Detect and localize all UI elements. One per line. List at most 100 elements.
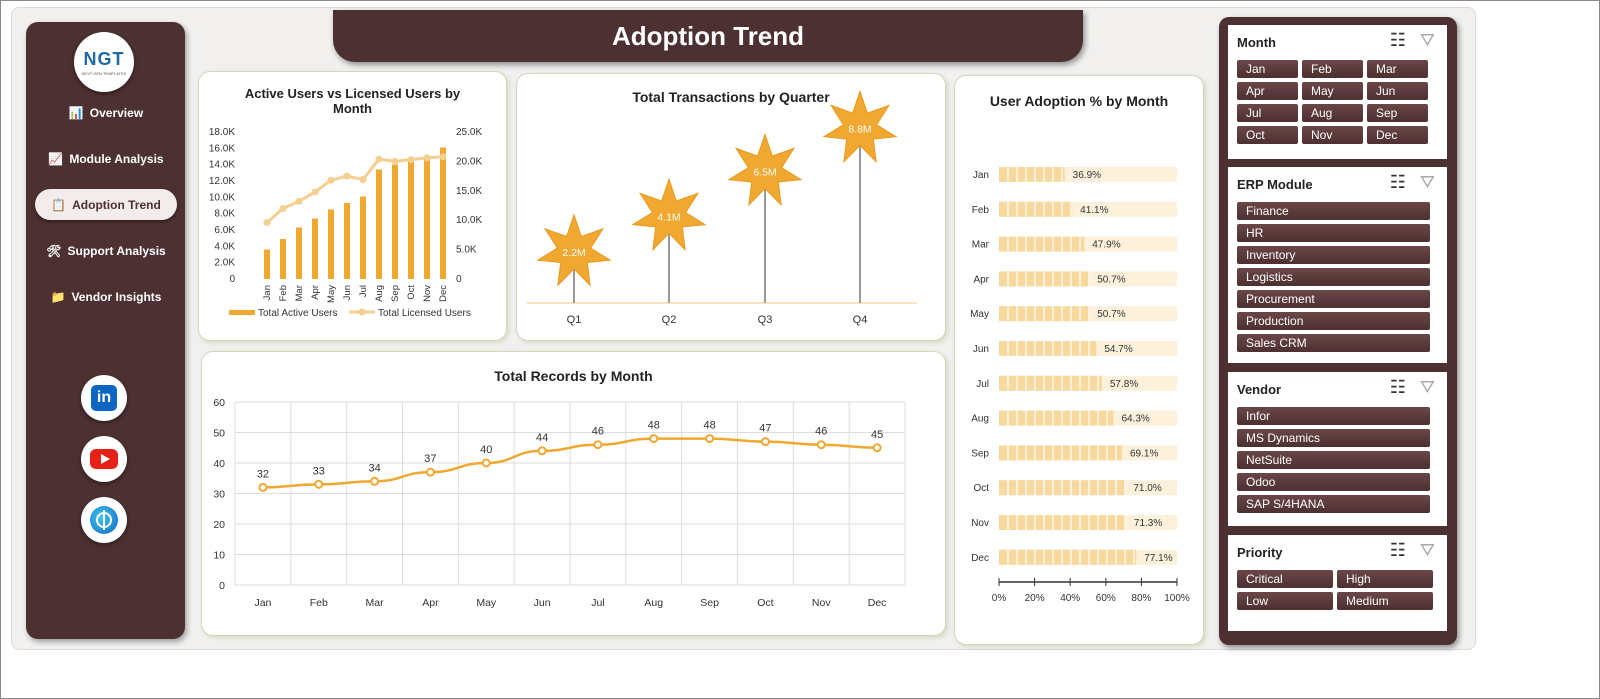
line-point (370, 476, 380, 486)
line-point (425, 467, 435, 477)
slicer-item[interactable]: Nov (1302, 126, 1363, 144)
slicer-item[interactable]: Dec (1367, 126, 1428, 144)
nav-support-analysis[interactable]: 🛠 Support Analysis (35, 235, 177, 266)
slicer-item[interactable]: Odoo (1237, 473, 1430, 491)
x-tick-label: May (326, 285, 337, 303)
slicer-item[interactable]: SAP S/4HANA (1237, 495, 1430, 513)
slicer-item[interactable]: Procurement (1237, 290, 1430, 308)
multi-select-icon[interactable]: ☷ (1389, 30, 1406, 50)
x-tick-label: Jul (591, 597, 604, 609)
linkedin-button[interactable]: in (81, 375, 127, 421)
slicer-item[interactable]: HR (1237, 224, 1430, 242)
data-label: 47 (759, 423, 771, 435)
slicer-item[interactable]: Mar (1367, 60, 1428, 78)
x-tick-label: Nov (812, 597, 831, 609)
slicer-item[interactable]: MS Dynamics (1237, 429, 1430, 447)
clear-filter-icon[interactable]: ⛛ (1419, 172, 1435, 192)
slicer-item[interactable]: Low (1237, 592, 1333, 610)
tools-icon: 🛠 (46, 243, 62, 258)
slicer-item[interactable]: Critical (1237, 570, 1333, 588)
star-marker (727, 132, 803, 207)
total-records-chart: 0 10 20 30 40 50 60 32 Jan 33 Feb 34 Mar 37 Apr 40 May 44… (213, 397, 906, 609)
line-point (537, 446, 547, 456)
bar (999, 341, 1097, 356)
slicer-item[interactable]: Feb (1302, 60, 1363, 78)
line-point (481, 458, 491, 468)
slicer-item[interactable]: Jul (1237, 104, 1298, 122)
slicer-item[interactable]: Production (1237, 312, 1430, 330)
nav-label: Overview (89, 105, 144, 120)
chart-title: Total Records by Month (494, 368, 653, 384)
x-tick-label: Sep (700, 597, 719, 609)
slicer-priority: Priority ☷ ⛛ Critical High Low Medium (1228, 535, 1447, 631)
slicer-item[interactable]: Apr (1237, 82, 1298, 100)
slicer-item[interactable]: High (1337, 570, 1433, 588)
nav-vendor-insights[interactable]: 📁 Vendor Insights (35, 281, 177, 312)
data-label: 46 (815, 426, 827, 438)
slicer-item[interactable]: Oct (1237, 126, 1298, 144)
line-point (816, 440, 826, 450)
x-tick-label: Jun (342, 285, 353, 300)
slicer-item[interactable]: Logistics (1237, 268, 1430, 286)
multi-select-icon[interactable]: ☷ (1389, 172, 1406, 192)
transactions-by-quarter-chart: 2.2M Q1 4.1M Q2 6.5M Q3 8.8M Q4 (527, 89, 917, 326)
slicer-item[interactable]: Sales CRM (1237, 334, 1430, 352)
slicer-item[interactable]: Medium (1337, 592, 1433, 610)
slicer-item[interactable]: Sep (1367, 104, 1428, 122)
y-tick-label: Jan (973, 170, 989, 181)
x-tick-label: Aug (374, 285, 385, 302)
clear-filter-icon[interactable]: ⛛ (1419, 30, 1435, 50)
bar (999, 167, 1065, 182)
slicer-item[interactable]: Inventory (1237, 246, 1430, 264)
chart-title: User Adoption % by Month (989, 93, 1169, 109)
nav-label: Adoption Trend (72, 197, 161, 212)
brand-logo: NGT NEXT GEN TEMPLATES (74, 32, 134, 92)
clear-filter-icon[interactable]: ⛛ (1419, 540, 1435, 560)
y-tick-label: 14.0K (209, 160, 235, 171)
slicer-item[interactable]: Jan (1237, 60, 1298, 78)
data-label: 37 (424, 453, 436, 465)
bar (999, 236, 1085, 252)
bar (344, 203, 350, 279)
x-tick-label: 60% (1096, 593, 1116, 604)
line-point (439, 153, 447, 161)
nav-overview[interactable]: 📊 Overview (35, 97, 177, 128)
nav-module-analysis[interactable]: 📈 Module Analysis (35, 143, 177, 174)
nav-adoption-trend[interactable]: 📋 Adoption Trend (35, 189, 177, 220)
bar (424, 156, 430, 279)
y-tick-label: 30 (213, 489, 225, 501)
x-tick-label: Q2 (662, 314, 677, 326)
slicer-item[interactable]: Jun (1367, 82, 1428, 100)
y2-tick-label: 0 (456, 274, 462, 285)
slicer-title: ERP Module (1237, 177, 1313, 192)
logo-text: NGT (83, 48, 125, 69)
slicer-item[interactable]: May (1302, 82, 1363, 100)
slicer-tools: ☷ ⛛ (1390, 378, 1435, 396)
y-tick-label: Apr (973, 274, 989, 285)
line-point (375, 155, 383, 163)
data-label: 71.3% (1134, 518, 1162, 529)
y-tick-label: May (970, 309, 989, 320)
y-tick-label: Feb (972, 205, 990, 216)
data-label: 44 (536, 432, 548, 444)
x-tick-label: 40% (1060, 593, 1080, 604)
data-label: 8.8M (848, 123, 871, 135)
multi-select-icon[interactable]: ☷ (1389, 377, 1406, 397)
slicer-item[interactable]: Finance (1237, 202, 1430, 220)
slicer-item[interactable]: Aug (1302, 104, 1363, 122)
data-label: 48 (703, 420, 715, 432)
slicer-item[interactable]: Infor (1237, 407, 1430, 425)
slicer-item[interactable]: NetSuite (1237, 451, 1430, 469)
total-records-card: Total Records by Month 0 10 20 30 40 50 60 32 Ja… (201, 351, 946, 636)
clear-filter-icon[interactable]: ⛛ (1419, 377, 1435, 397)
website-button[interactable] (81, 497, 127, 543)
y-tick-label: 0 (229, 274, 235, 285)
multi-select-icon[interactable]: ☷ (1389, 540, 1406, 560)
line-chart-icon: 📈 (48, 151, 64, 166)
logo-subtext: NEXT GEN TEMPLATES (81, 70, 127, 76)
data-label: 48 (648, 420, 660, 432)
x-tick-label: Sep (390, 285, 401, 302)
bar (999, 549, 1137, 565)
line-point (705, 434, 715, 444)
youtube-button[interactable] (81, 436, 127, 482)
